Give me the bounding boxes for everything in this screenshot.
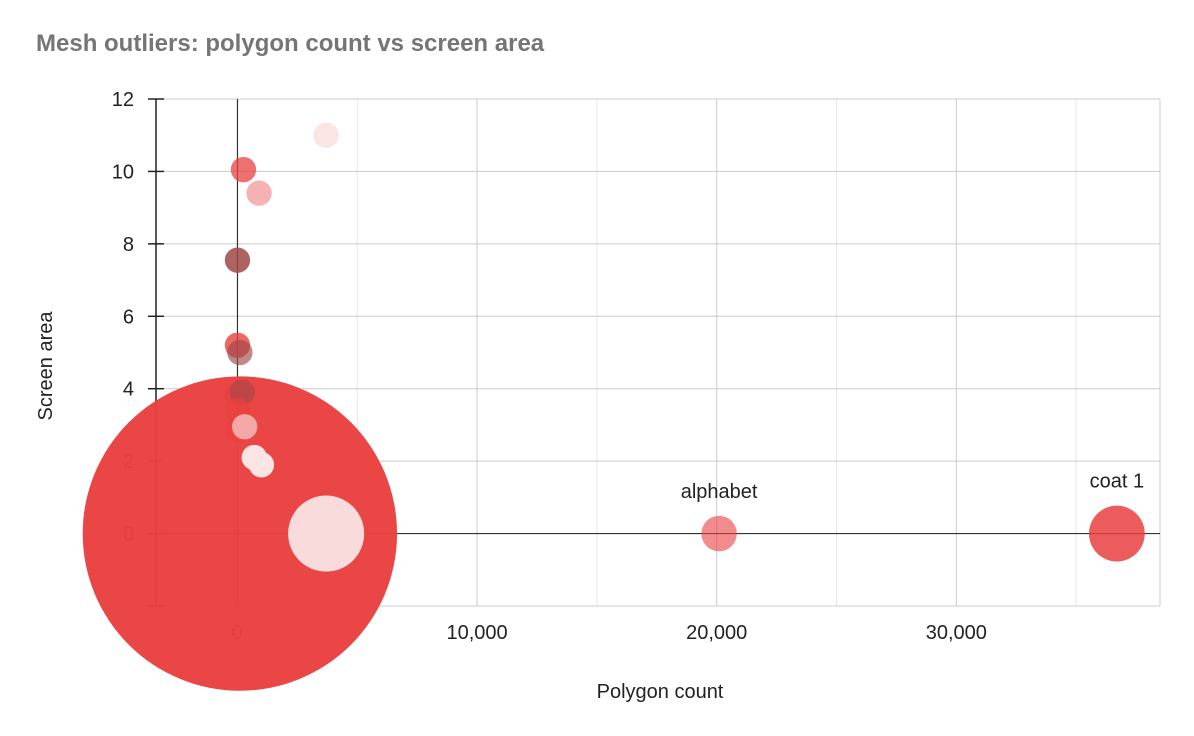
data-point [227,339,253,366]
data-point [1088,505,1145,562]
y-axis-title: Screen area [35,311,57,421]
data-point [231,414,258,440]
x-tick-label: 30,000 [926,622,987,644]
data-point [313,122,339,148]
x-axis-title: Polygon count [597,681,724,703]
y-tick-label: 6 [123,306,134,328]
data-point [248,452,275,478]
data-point [82,376,398,691]
y-tick-label: 10 [112,161,134,183]
y-tick-label: 12 [112,89,134,111]
y-tick-label: 4 [123,379,134,401]
x-tick-label: 10,000 [447,622,508,644]
point-label: coat 1 [1090,471,1144,493]
chart-title: Mesh outliers: polygon count vs screen a… [36,30,545,57]
x-tick-label: 20,000 [686,622,747,644]
y-tick-label: 8 [123,234,134,256]
data-point [288,495,365,572]
point-labels: alphabet coat 1 [681,471,1144,503]
data-point [224,247,251,273]
data-point [246,180,272,206]
data-point [230,156,257,183]
data-point [701,515,737,552]
point-label: alphabet [681,481,758,503]
data-points [82,122,1145,691]
